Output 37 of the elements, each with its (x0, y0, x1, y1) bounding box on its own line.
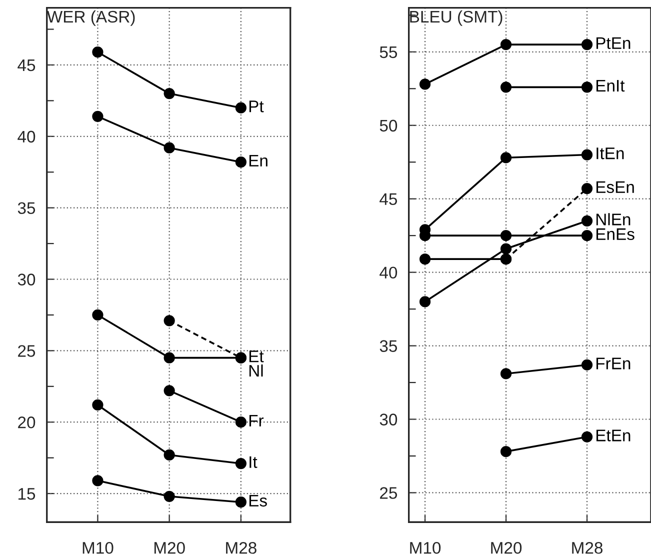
series-label: FrEn (596, 358, 630, 370)
y-tick-label: 50 (380, 120, 398, 132)
series-label: Pt (249, 100, 264, 112)
series-label: EtEn (596, 430, 630, 442)
y-tick-label: 25 (18, 345, 36, 357)
y-tick-label: 20 (18, 416, 36, 428)
y-tick-label: 15 (18, 488, 36, 500)
series-label: EnEs (596, 228, 634, 240)
x-tick-label: M10 (82, 542, 114, 554)
y-tick-label: 30 (18, 274, 36, 286)
series-label: Es (249, 494, 267, 507)
x-tick-label: M10 (410, 542, 441, 554)
x-tick-label: M28 (226, 542, 256, 554)
series-label: EsEn (596, 181, 634, 194)
series-label: En (249, 154, 268, 166)
series-label: ItEn (596, 148, 624, 160)
y-tick-label: 40 (380, 266, 398, 279)
x-tick-label: M20 (154, 542, 185, 554)
series-label: Nl (249, 364, 263, 377)
x-tick-label: M20 (491, 542, 522, 554)
y-tick-label: 25 (380, 487, 398, 499)
series-label: PtEn (596, 37, 630, 49)
x-tick-label: M28 (572, 542, 602, 554)
y-tick-label: 35 (18, 202, 36, 214)
y-tick-label: 35 (380, 340, 398, 352)
chart-title: BLEU (SMT) (410, 10, 502, 26)
y-tick-label: 55 (380, 46, 398, 58)
series-label: Et (249, 350, 264, 362)
y-tick-label: 30 (380, 414, 398, 426)
series-label: It (250, 456, 258, 468)
y-tick-label: 40 (18, 130, 36, 143)
chart-title: WER (ASR) (46, 10, 135, 26)
series-label: EnIt (596, 80, 625, 92)
series-label: Fr (249, 414, 264, 426)
y-tick-label: 45 (380, 193, 398, 206)
series-label: NlEn (596, 213, 630, 226)
y-tick-label: 45 (18, 60, 36, 72)
